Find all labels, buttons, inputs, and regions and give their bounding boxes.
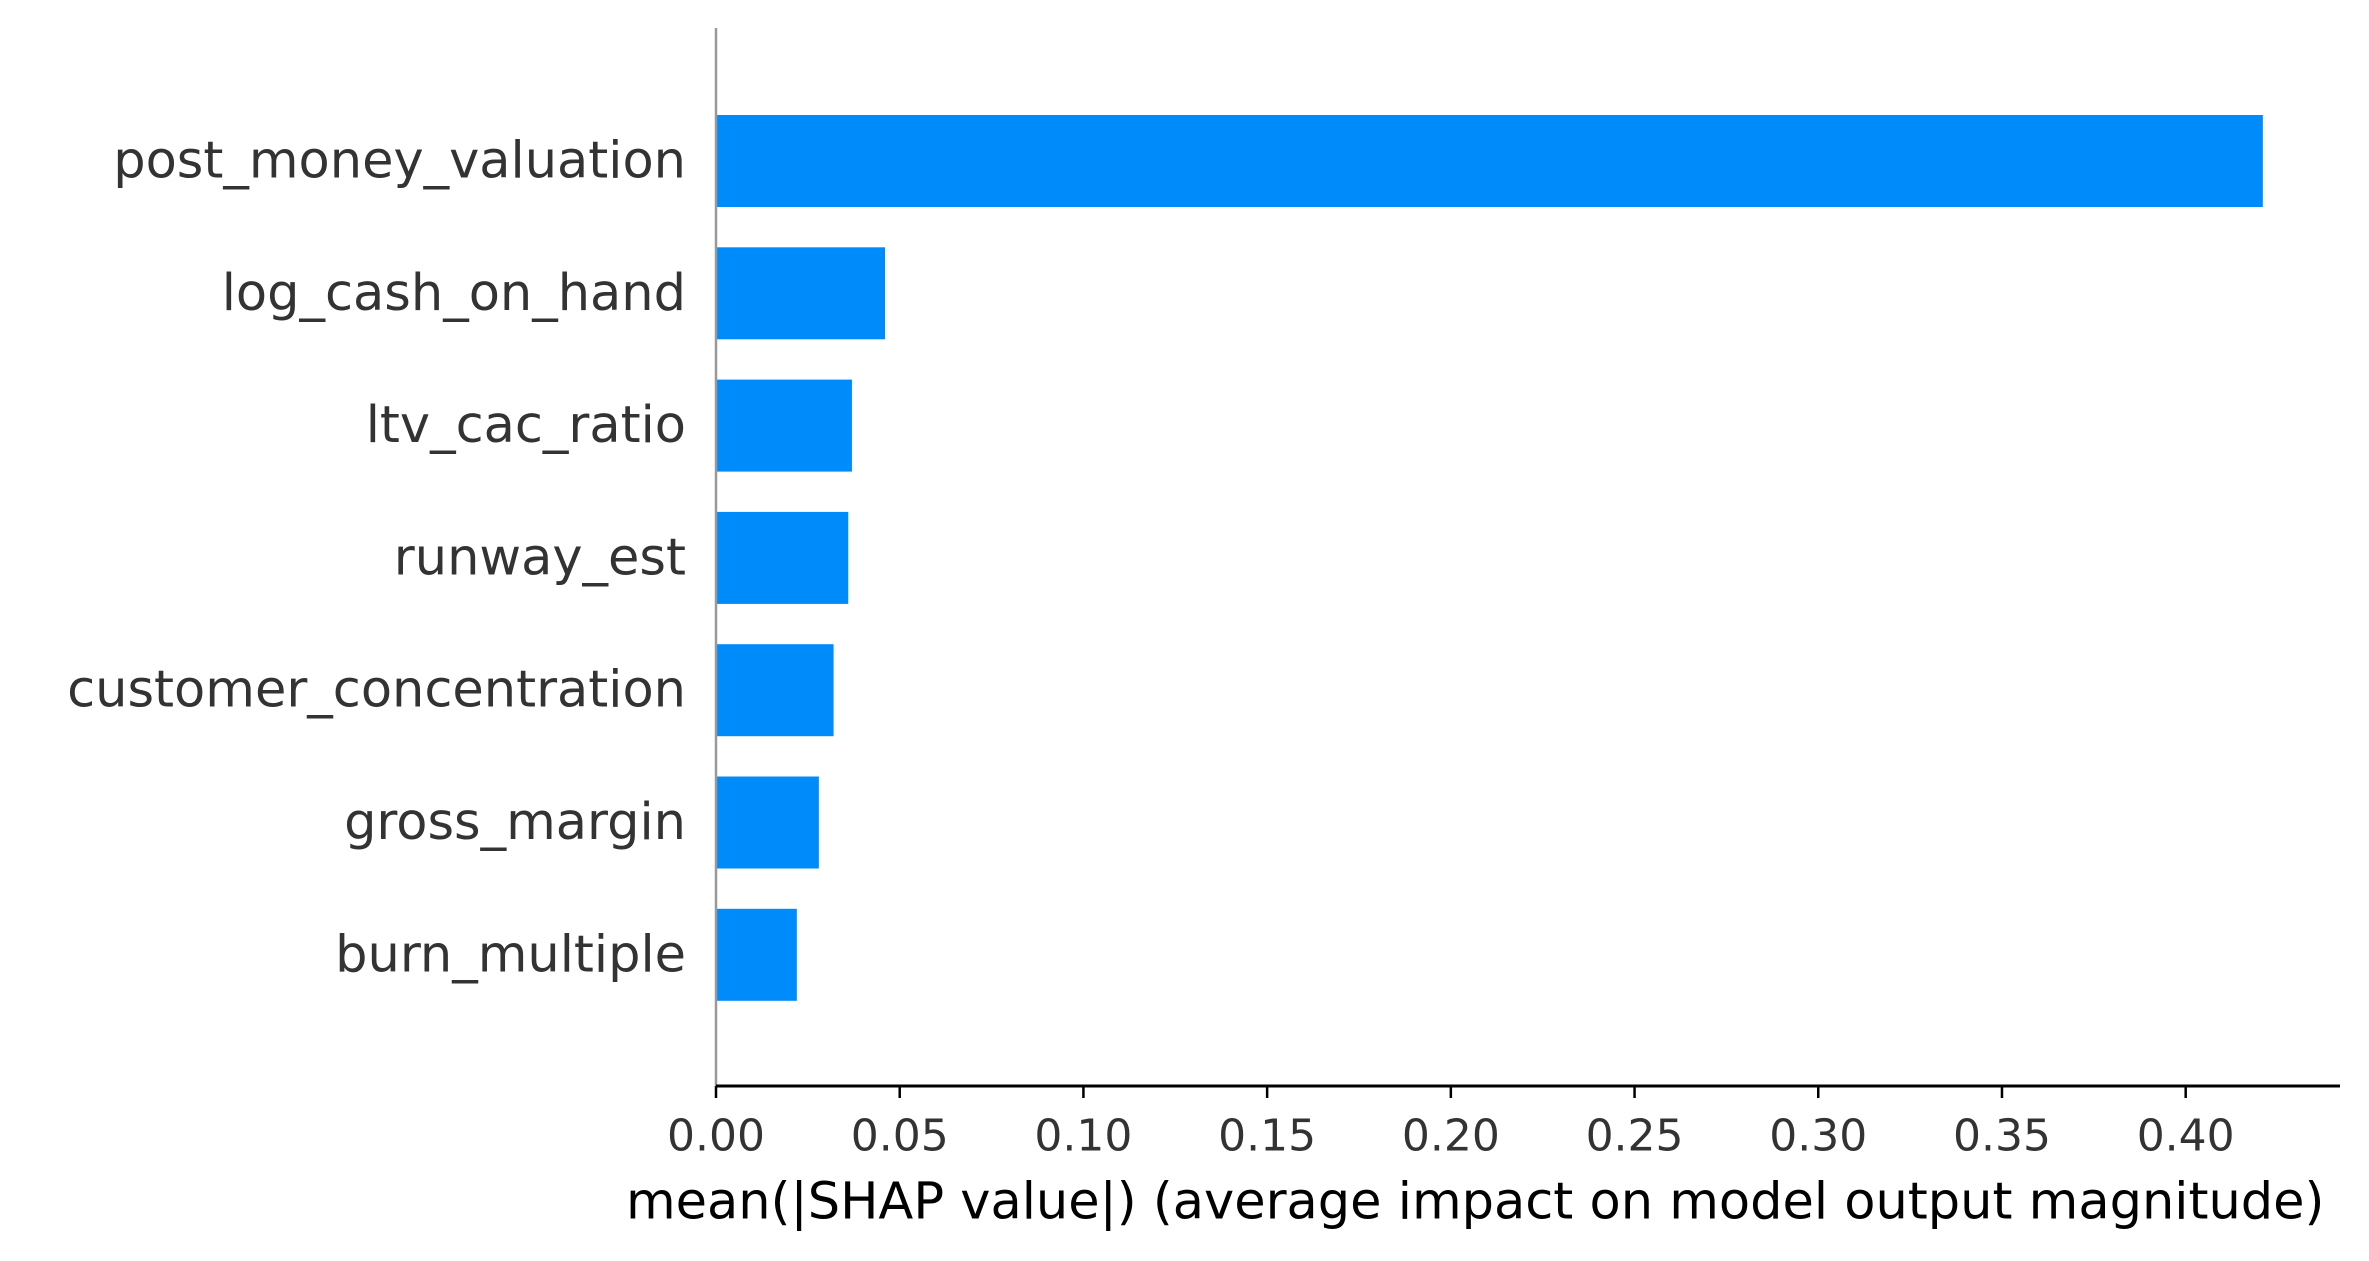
x-axis-ticks: 0.00 0.05 0.10 0.15 0.20 0.25 0.30 0.35 0.40 [667,1086,2235,1162]
bar-customer_concentration [716,644,834,737]
bar-gross_margin [716,776,819,869]
x-tick-label: 0.40 [2137,1111,2235,1162]
x-tick-label: 0.30 [1769,1111,1867,1162]
bars-group [716,115,2263,1001]
x-axis-title: mean(|SHAP value|) (average impact on mo… [626,1173,2324,1232]
x-tick-label: 0.05 [851,1111,949,1162]
feature-label-burn_multiple: burn_multiple [335,925,686,984]
bar-burn_multiple [716,908,797,1001]
x-tick-label: 0.25 [1586,1111,1684,1162]
feature-label-runway_est: runway_est [394,528,686,587]
x-tick-label: 0.20 [1402,1111,1500,1162]
x-tick-label: 0.00 [667,1111,765,1162]
bar-log_cash_on_hand [716,247,886,340]
feature-label-post_money_valuation: post_money_valuation [113,132,686,191]
feature-label-ltv_cac_ratio: ltv_cac_ratio [366,396,686,455]
bar-ltv_cac_ratio [716,379,852,472]
feature-labels: post_money_valuation log_cash_on_hand ltv_… [67,132,686,985]
bar-post_money_valuation [716,115,2263,207]
x-tick-label: 0.35 [1953,1111,2051,1162]
feature-label-log_cash_on_hand: log_cash_on_hand [222,264,686,323]
feature-label-customer_concentration: customer_concentration [67,661,686,720]
bar-runway_est [716,511,849,604]
feature-label-gross_margin: gross_margin [344,793,686,852]
x-tick-label: 0.10 [1034,1111,1132,1162]
x-tick-label: 0.15 [1218,1111,1316,1162]
